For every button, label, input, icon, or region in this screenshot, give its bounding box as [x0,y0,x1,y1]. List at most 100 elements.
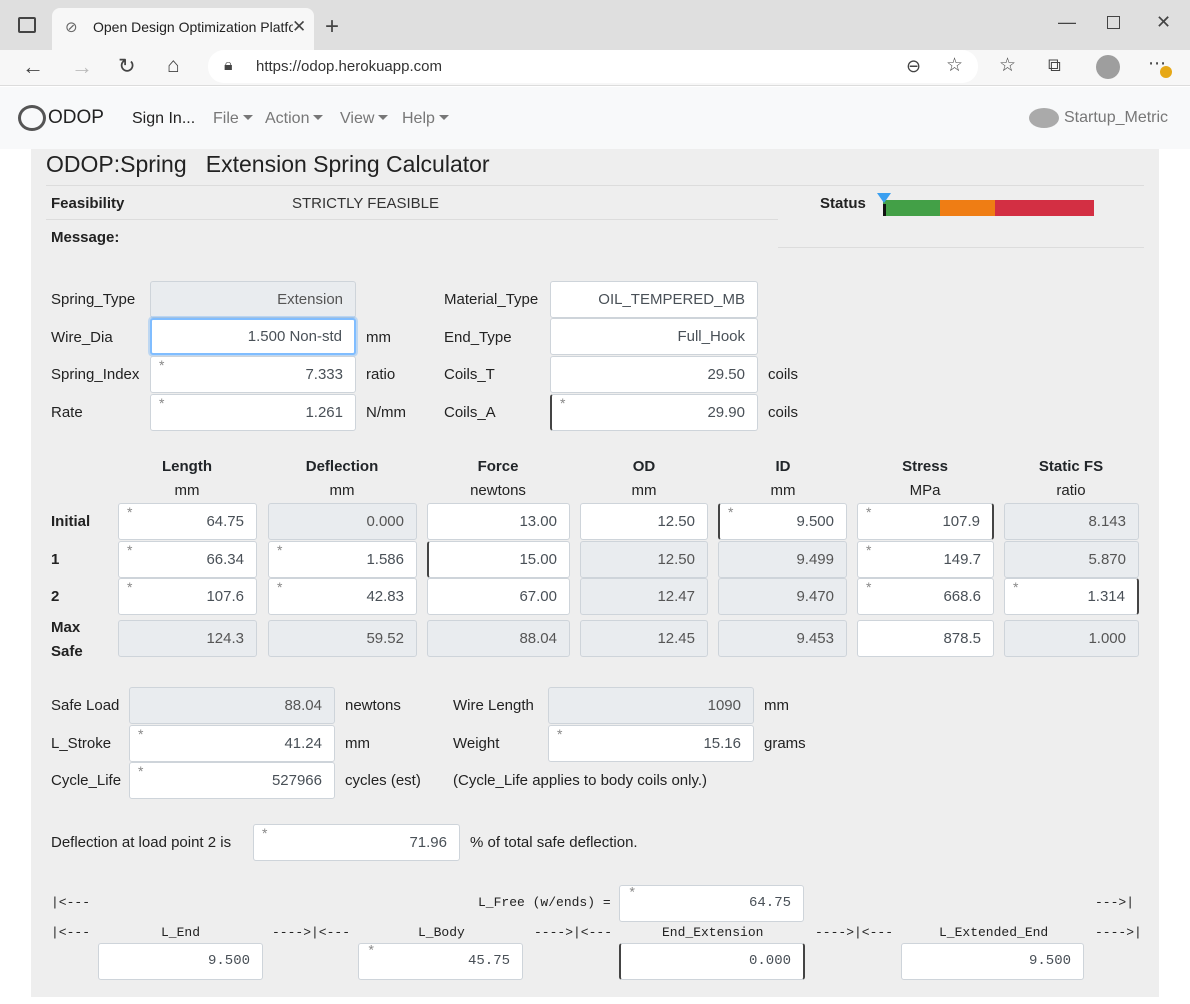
deflection-pct-value: 71.96 [409,834,447,851]
favorites-icon[interactable]: ☆ [999,55,1017,76]
coils-t-input[interactable]: 29.50 [550,356,758,393]
col-deflection-unit: mm [329,482,355,499]
cycle-life-note: (Cycle_Life applies to body coils only.) [453,772,708,789]
menu-view[interactable]: View [340,110,389,128]
home-icon[interactable]: ⌂ [167,54,180,77]
table-cell[interactable]: 878.5 [857,620,994,657]
brand-name[interactable]: ODOP [48,107,104,128]
table-cell[interactable]: * 66.34 [118,541,257,578]
odop-favicon-icon: ⊘ [65,19,78,36]
cycle-life-input[interactable]: * 527966 [129,762,335,799]
table-cell[interactable]: 12.50 [580,503,708,540]
dim-arrow-left: |<--- [51,895,91,910]
weight-value: 15.16 [703,735,741,752]
close-window-icon[interactable]: ✕ [1156,12,1172,32]
table-cell[interactable]: 67.00 [427,578,570,615]
coils-t-label: Coils_T [444,366,495,383]
cell-value: 42.83 [366,588,404,605]
sign-in-link[interactable]: Sign In... [132,110,196,127]
l-body-label: L_Body [418,925,465,940]
table-cell[interactable]: * 42.83 [268,578,417,615]
menu-file[interactable]: File [213,110,253,128]
table-cell[interactable]: 13.00 [427,503,570,540]
l-free-field[interactable]: * 64.75 [619,885,804,922]
deflection-pct-field[interactable]: * 71.96 [253,824,460,861]
wire-dia-input[interactable]: 1.500 Non-std [150,318,356,355]
url-text[interactable]: https://odop.herokuapp.com [256,58,442,75]
table-cell[interactable]: * 668.6 [857,578,994,615]
cell-value: 1.586 [366,551,404,568]
menu-action[interactable]: Action [265,110,324,128]
menu-help[interactable]: Help [402,110,449,128]
cycle-life-label: Cycle_Life [51,772,122,789]
cell-value: 1.314 [1087,588,1125,605]
fixed-marker: * [127,579,133,595]
table-cell[interactable]: * 9.500 [718,503,847,540]
table-cell: 0.000 [268,503,417,540]
col-stress-header: Stress [902,458,948,475]
profile-avatar-icon[interactable] [1096,55,1120,79]
table-cell[interactable]: * 64.75 [118,503,257,540]
row-2-label: 2 [51,588,60,605]
new-tab-icon[interactable]: + [325,13,340,40]
add-favorite-icon[interactable]: ☆ [946,55,964,76]
table-cell[interactable]: * 149.7 [857,541,994,578]
dim-marker: |<--- [51,925,91,940]
end-type-label: End_Type [444,329,512,346]
feasibility-value: STRICTLY FEASIBLE [292,195,439,212]
cell-value: 66.34 [206,551,244,568]
minimize-icon[interactable]: — [1058,12,1076,32]
coils-a-input[interactable]: * 29.90 [550,394,758,431]
table-cell: 9.470 [718,578,847,615]
update-badge-icon [1160,66,1172,78]
row-max-safe-label-1: Max [51,619,81,636]
l-end-field[interactable]: 9.500 [98,943,263,980]
table-cell[interactable]: * 107.9 [857,503,994,540]
refresh-icon[interactable]: ↻ [118,55,136,78]
col-id-header: ID [775,458,791,475]
cell-value: 9.500 [796,513,834,530]
collections-icon[interactable]: ⧉ [1048,55,1061,75]
address-bar[interactable] [208,50,978,83]
table-cell[interactable]: * 107.6 [118,578,257,615]
weight-unit: grams [764,735,806,752]
wire-length-label: Wire Length [453,697,534,714]
col-stress-unit: MPa [909,482,941,499]
fixed-marker: * [866,542,872,558]
spring-index-input[interactable]: * 7.333 [150,356,356,393]
wire-dia-unit: mm [366,329,391,346]
end-extension-field[interactable]: 0.000 [619,943,805,980]
l-extended-end-field[interactable]: 9.500 [901,943,1084,980]
dim-marker: ---->| [1095,925,1142,940]
table-cell[interactable]: * 1.314 [1004,578,1139,615]
l-body-field[interactable]: * 45.75 [358,943,523,980]
fixed-marker: * [277,579,283,595]
tab-actions-icon[interactable] [18,17,36,33]
fixed-marker: * [277,542,283,558]
maximize-icon[interactable] [1107,16,1120,29]
col-id-unit: mm [770,482,796,499]
lock-icon[interactable]: 🔒︎ [224,57,233,74]
browser-tab[interactable]: ⊘ Open Design Optimization Platfo ✕ [52,8,314,50]
close-tab-icon[interactable]: ✕ [292,17,307,36]
table-cell[interactable]: 15.00 [427,541,570,578]
rate-unit: N/mm [366,404,406,421]
fixed-marker: * [127,504,133,520]
material-type-select[interactable]: OIL_TEMPERED_MB [550,281,758,318]
status-segment-green [883,200,940,216]
rate-input[interactable]: * 1.261 [150,394,356,431]
fixed-marker: * [866,579,872,595]
back-icon[interactable]: ← [22,54,44,79]
table-cell: 12.45 [580,620,708,657]
deflection-pct-suffix: % of total safe deflection. [470,834,638,851]
l-stroke-input[interactable]: * 41.24 [129,725,335,762]
zoom-icon[interactable]: ⊖ [906,56,922,76]
end-type-select[interactable]: Full_Hook [550,318,758,355]
forward-icon: → [71,54,93,79]
col-deflection-header: Deflection [305,458,379,475]
table-cell: 59.52 [268,620,417,657]
odop-logo-icon [18,105,46,131]
fixed-marker: * [367,944,376,960]
weight-input[interactable]: * 15.16 [548,725,754,762]
table-cell[interactable]: * 1.586 [268,541,417,578]
